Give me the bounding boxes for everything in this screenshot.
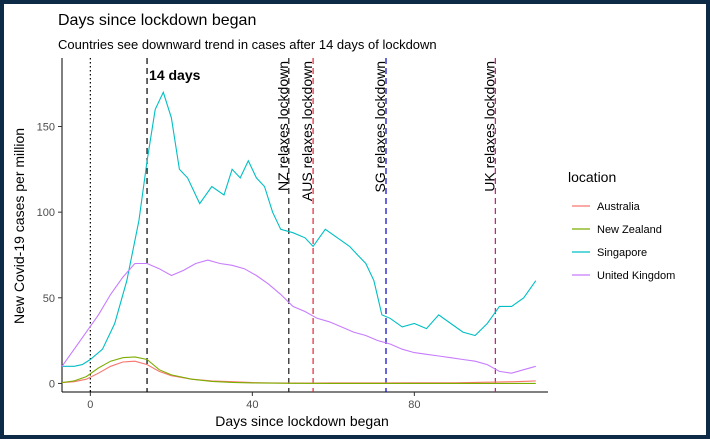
series-line xyxy=(61,259,536,374)
y-axis-title: New Covid-19 cases per million xyxy=(11,128,27,324)
chart-frame: Days since lockdown began Countries see … xyxy=(4,4,706,435)
x-tick-label: 40 xyxy=(246,399,258,411)
x-tick-label: 0 xyxy=(87,399,93,411)
y-tick-label: 0 xyxy=(49,378,55,390)
legend-title: location xyxy=(568,169,616,185)
chart-title: Days since lockdown began xyxy=(58,12,256,29)
series-line xyxy=(62,90,537,367)
reference-label: SG relaxes lockdown xyxy=(372,61,388,193)
series-line xyxy=(61,356,536,384)
reference-label: AUS relaxes lockdown xyxy=(299,61,315,201)
legend-label: Australia xyxy=(597,201,641,213)
reference-lines xyxy=(89,58,496,392)
legend-label: Singapore xyxy=(597,247,647,259)
legend-label: New Zealand xyxy=(597,224,662,236)
reference-labels: 14 days NZ relaxes lockdown AUS relaxes lo… xyxy=(149,61,497,201)
axes: 0 50 100 150 0 40 80 xyxy=(37,58,548,411)
chart-subtitle: Countries see downward trend in cases af… xyxy=(58,37,437,52)
x-axis-title: Days since lockdown began xyxy=(215,413,389,429)
y-tick-label: 50 xyxy=(43,293,55,305)
series-lines xyxy=(61,90,537,384)
reference-label: UK relaxes lockdown xyxy=(481,61,497,192)
series-line xyxy=(61,360,536,384)
y-tick-label: 100 xyxy=(37,207,55,219)
reference-label: NZ relaxes lockdown xyxy=(275,61,291,191)
y-tick-label: 150 xyxy=(37,122,55,134)
legend: location Australia New Zealand Singapore Un… xyxy=(568,169,675,282)
legend-label: United Kingdom xyxy=(597,270,675,282)
reference-label: 14 days xyxy=(149,67,201,83)
x-tick-label: 80 xyxy=(408,399,420,411)
line-chart: Days since lockdown began Countries see … xyxy=(11,12,675,429)
